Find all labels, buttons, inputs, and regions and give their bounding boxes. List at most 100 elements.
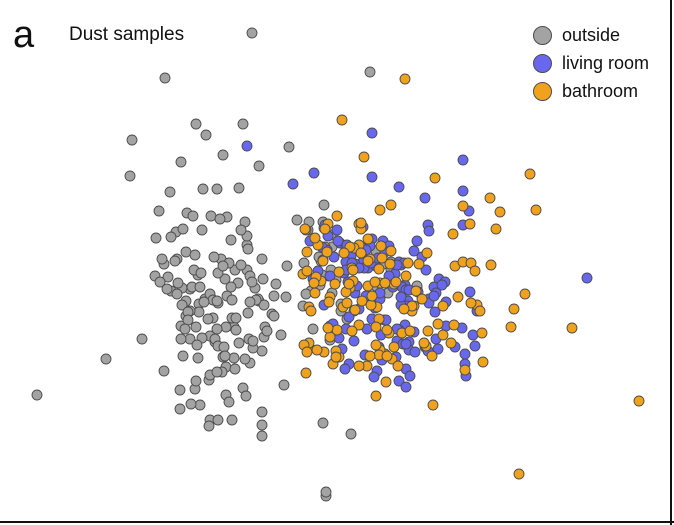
point-bathroom [362,255,374,267]
point-bathroom [385,245,397,257]
point-outside [345,428,357,440]
point-bathroom [341,297,353,309]
point-living-room [287,178,299,190]
point-living-room [324,270,336,282]
point-outside [280,291,292,303]
point-living-room [241,140,253,152]
point-bathroom [343,278,355,290]
point-outside [278,379,290,391]
point-living-room [419,192,431,204]
point-outside [196,224,208,236]
point-outside [175,156,187,168]
point-bathroom [317,255,329,267]
point-outside [177,223,189,235]
point-bathroom [309,287,321,299]
point-living-room [459,348,471,360]
point-living-room [393,181,405,193]
point-bathroom [381,350,393,362]
point-bathroom [413,258,425,270]
point-bathroom [333,266,345,278]
point-outside [189,249,201,261]
point-bathroom [426,350,438,362]
point-bathroom [524,168,536,180]
point-outside [174,384,186,396]
point-outside [261,325,273,337]
point-outside [235,259,247,271]
point-living-room [395,291,407,303]
point-bathroom [384,258,396,270]
point-bathroom [418,337,430,349]
point-living-room [408,245,420,257]
point-outside [124,170,136,182]
point-outside [211,295,223,307]
point-living-room [404,370,416,382]
point-living-room [464,286,476,298]
point-bathroom [331,210,343,222]
point-outside [182,314,194,326]
point-outside [190,375,202,387]
point-outside [268,310,280,322]
point-outside [283,141,295,153]
point-bathroom [505,321,517,333]
point-outside [218,341,230,353]
point-outside [242,307,254,319]
point-outside [165,231,177,243]
point-outside [240,390,252,402]
point-living-room [348,335,360,347]
point-outside [235,224,247,236]
point-bathroom [476,327,488,339]
point-outside [192,352,204,364]
point-outside [230,312,242,324]
point-bathroom [469,265,481,277]
point-outside [211,366,223,378]
point-outside [197,183,209,195]
point-living-room [429,306,441,318]
point-outside [281,260,293,272]
point-bathroom [399,73,411,85]
point-outside [136,333,148,345]
point-bathroom [322,322,334,334]
point-outside [161,283,173,295]
point-outside [225,234,237,246]
point-living-room [428,290,440,302]
point-bathroom [485,259,497,271]
point-bathroom [376,252,388,264]
point-bathroom [398,303,410,315]
point-outside [246,276,258,288]
point-outside [177,350,189,362]
point-bathroom [416,293,428,305]
point-living-room [339,363,351,375]
point-outside [256,430,268,442]
point-bathroom [421,247,433,259]
point-living-room [400,381,412,393]
point-outside [171,288,183,300]
point-outside [156,253,168,265]
point-outside [239,353,251,365]
point-outside [159,72,171,84]
point-bathroom [379,277,391,289]
point-outside [185,398,197,410]
point-bathroom [329,278,341,290]
point-outside [175,333,187,345]
point-bathroom [452,291,464,303]
point-outside [307,323,319,335]
point-outside [179,323,191,335]
point-bathroom [374,204,386,216]
point-bathroom [362,233,374,245]
point-bathroom [301,246,313,258]
point-bathroom [513,468,525,480]
point-bathroom [402,257,414,269]
point-living-room [393,375,405,387]
point-bathroom [429,172,441,184]
chart-title: Dust samples [69,24,185,45]
legend-label-living-room: living room [562,53,650,73]
point-living-room [420,264,432,276]
point-bathroom [448,319,460,331]
point-bathroom [370,339,382,351]
point-outside [233,182,245,194]
point-bathroom [566,322,578,334]
point-bathroom [447,228,459,240]
point-outside [153,205,165,217]
point-outside [193,306,205,318]
